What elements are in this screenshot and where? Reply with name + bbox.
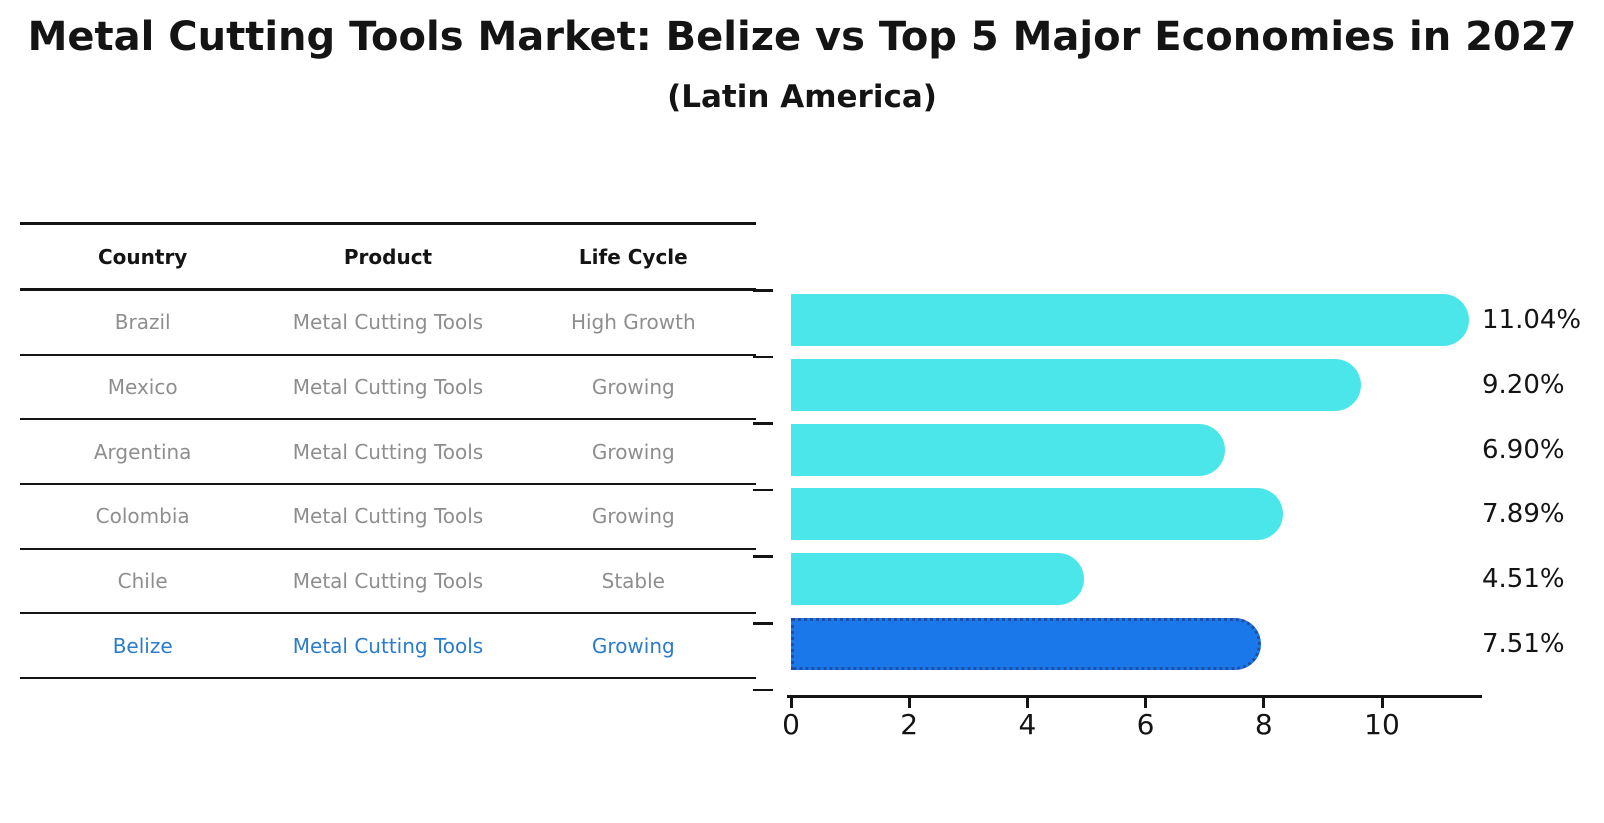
x-axis-line	[787, 695, 1482, 698]
bar-brazil	[791, 294, 1470, 347]
x-axis-tick	[1144, 698, 1148, 708]
table-cell-product: Metal Cutting Tools	[292, 504, 484, 529]
table-cell-life-cycle: Stable	[601, 569, 665, 594]
x-axis-tick-label: 4	[1018, 708, 1037, 741]
y-axis-tick	[753, 422, 773, 425]
table-row: Argentina Metal Cutting Tools Growing	[20, 420, 756, 486]
table-cell-country: Colombia	[95, 504, 190, 529]
x-axis-tick	[907, 698, 911, 708]
y-axis-tick	[753, 355, 773, 359]
table-cell-life-cycle: Growing	[591, 439, 675, 464]
x-axis-tick	[1380, 698, 1384, 708]
table-cell-country: Mexico	[107, 375, 178, 400]
y-axis-tick	[753, 622, 773, 625]
bar-value-label: 6.90%	[1482, 434, 1565, 465]
table-cell-product: Metal Cutting Tools	[292, 310, 484, 335]
table-cell-country: Brazil	[114, 310, 171, 335]
column-header-country: Country	[97, 244, 188, 269]
table-row: Brazil Metal Cutting Tools High Growth	[20, 291, 756, 356]
bar-chile	[791, 553, 1084, 606]
table-row: Mexico Metal Cutting Tools Growing	[20, 356, 756, 421]
x-axis-tick-label: 6	[1136, 708, 1155, 741]
bar-value-label: 4.51%	[1482, 564, 1565, 595]
chart-subtitle: (Latin America)	[667, 79, 937, 115]
country-table: Country Product Life Cycle Brazil Metal C…	[20, 222, 756, 680]
table-row: Colombia Metal Cutting Tools Growing	[20, 485, 756, 550]
column-header-life-cycle: Life Cycle	[578, 244, 688, 269]
y-axis-tick	[753, 289, 773, 292]
bar-belize	[791, 617, 1261, 670]
column-header-product: Product	[343, 244, 433, 269]
table-cell-life-cycle: Growing	[591, 504, 675, 529]
table-cell-product: Metal Cutting Tools	[292, 439, 484, 464]
bar-value-label: 7.51%	[1482, 628, 1565, 659]
chart-title: Metal Cutting Tools Market: Belize vs To…	[27, 14, 1577, 60]
table-cell-product: Metal Cutting Tools	[292, 633, 484, 658]
bar-mexico	[791, 359, 1361, 412]
table-cell-product: Metal Cutting Tools	[292, 569, 484, 594]
x-axis-tick	[789, 698, 793, 708]
table-cell-country: Chile	[117, 569, 168, 594]
x-axis-tick	[1025, 698, 1029, 708]
bar-value-label: 9.20%	[1482, 370, 1565, 401]
y-axis-tick	[753, 688, 773, 692]
x-axis-tick-label: 2	[900, 708, 919, 741]
bar-value-label: 7.89%	[1482, 499, 1565, 530]
table-cell-country: Argentina	[93, 439, 192, 464]
table-row: Belize Metal Cutting Tools Growing	[20, 614, 756, 680]
table-header-row: Country Product Life Cycle	[20, 222, 756, 291]
x-axis-tick	[1262, 698, 1266, 708]
bar-value-label: 11.04%	[1482, 305, 1582, 336]
x-axis-tick-label: 0	[782, 708, 800, 741]
table-row: Chile Metal Cutting Tools Stable	[20, 550, 756, 615]
y-axis-tick	[753, 555, 773, 558]
table-cell-product: Metal Cutting Tools	[292, 375, 484, 400]
y-axis-tick	[753, 488, 773, 492]
bar-argentina	[791, 423, 1225, 476]
x-axis-tick-label: 10	[1364, 708, 1400, 741]
table-cell-country: Belize	[112, 633, 173, 658]
x-axis-tick-label: 8	[1254, 708, 1273, 741]
bar-colombia	[791, 488, 1284, 541]
table-cell-life-cycle: Growing	[591, 633, 675, 658]
table-cell-life-cycle: High Growth	[570, 310, 696, 335]
table-cell-life-cycle: Growing	[591, 375, 675, 400]
table-body: Brazil Metal Cutting Tools High Growth Mexi…	[20, 291, 756, 680]
